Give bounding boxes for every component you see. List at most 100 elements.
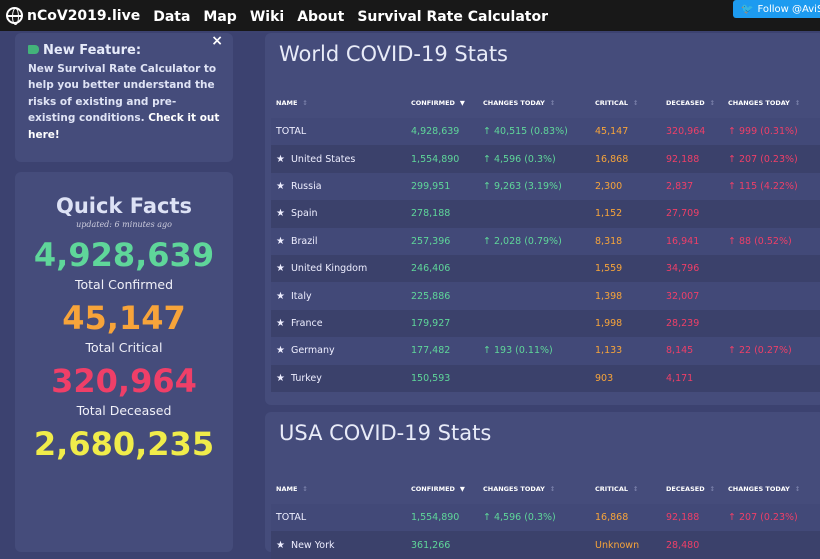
table-row[interactable]: ★ Germany 177,482 ↑ 193 (0.11%) 1,133 8,145 ↑ … [271, 337, 820, 365]
row-name: New York [290, 539, 335, 551]
sort-icon: ↕ [302, 99, 308, 107]
table-row[interactable]: TOTAL 4,928,639 ↑ 40,515 (0.83%) 45,147 320,… [271, 118, 820, 146]
table-row[interactable]: ★ New York 361,266 Unknown 28,480 [271, 531, 820, 559]
globe-icon [6, 7, 23, 25]
usa-stats-card: USA COVID-19 Stats NAME ↕ CONFIRMED ▼ CHANGE… [265, 412, 820, 559]
cell-value: ↑ 207 (0.23%) [728, 153, 798, 165]
notice-title: New Feature: [28, 43, 220, 60]
cell-value: 4,171 [666, 372, 694, 384]
row-name: United States [290, 153, 356, 165]
table-row[interactable]: ★ Russia 299,951 ↑ 9,263 (3.19%) 2,300 2,837 ↑… [271, 172, 820, 201]
star-icon[interactable]: ★ [276, 208, 285, 220]
usa-stats-title: USA COVID-19 Stats [279, 421, 492, 445]
sort-icon: ↕ [633, 485, 639, 493]
column-header[interactable]: CRITICAL ↕ [595, 485, 639, 493]
sort-icon: ↕ [709, 99, 716, 107]
column-header[interactable]: CHANGES TODAY ↕ [483, 485, 556, 493]
cell-value: 45,147 [595, 126, 629, 138]
star-icon[interactable]: ★ [276, 263, 285, 275]
brand-logo[interactable]: nCoV2019.live [6, 7, 140, 25]
close-icon[interactable]: × [211, 33, 223, 49]
cell-value: ↑ 40,515 (0.83%) [483, 126, 568, 138]
star-icon[interactable]: ★ [276, 290, 285, 302]
row-name: Brazil [290, 235, 318, 247]
star-icon[interactable]: ★ [276, 235, 285, 247]
nav-link[interactable]: Wiki [249, 9, 285, 25]
star-icon[interactable]: ★ [276, 180, 285, 192]
column-header[interactable]: CHANGES TODAY ↕ [483, 99, 556, 107]
megaphone-icon [28, 45, 39, 54]
star-icon[interactable]: ★ [276, 372, 285, 384]
column-header[interactable]: NAME ↕ [276, 99, 308, 107]
cell-value: 1,152 [595, 208, 623, 220]
row-name: Russia [290, 180, 322, 192]
column-header[interactable]: NAME ↕ [276, 485, 308, 493]
column-header[interactable]: CHANGES TODAY ↕ [728, 99, 801, 107]
row-name: TOTAL [276, 126, 307, 138]
row-name: Italy [290, 290, 312, 302]
sort-desc-icon: ▼ [459, 99, 465, 107]
cell-value: ↑ 9,263 (3.19%) [483, 180, 562, 192]
sort-icon: ↕ [633, 99, 639, 107]
cell-value: ↑ 4,596 (0.3%) [483, 512, 556, 524]
notice-link[interactable]: Check it out here! [28, 112, 220, 141]
cell-value: 92,188 [666, 512, 700, 524]
table-row[interactable]: ★ Brazil 257,396 ↑ 2,028 (0.79%) 8,318 16,941… [271, 227, 820, 255]
updated-time: updated: 6 minutes ago [76, 220, 172, 229]
star-icon[interactable]: ★ [276, 317, 285, 329]
notice-text: New Survival Rate Calculator to help you… [28, 62, 217, 125]
cell-value: 1,398 [595, 290, 623, 302]
cell-value: 16,941 [666, 235, 700, 247]
star-icon[interactable]: ★ [276, 345, 285, 357]
nav-link[interactable]: Map [203, 9, 237, 25]
column-header[interactable]: CHANGES TODAY ↕ [728, 485, 801, 493]
nav-link[interactable]: About [297, 9, 345, 25]
star-icon[interactable]: ★ [276, 539, 285, 551]
table-row[interactable]: ★ Spain 278,188 1,152 27,709 [271, 200, 820, 228]
new-feature-notice: × New Feature: New Survival Rate Calcula… [15, 33, 233, 162]
row-name: United Kingdom [290, 263, 368, 275]
row-name: Germany [290, 345, 335, 357]
column-header[interactable]: CONFIRMED ▼ [411, 485, 465, 493]
fact-label: Total Confirmed [74, 277, 174, 292]
world-stats-card: World COVID-19 Stats NAME ↕ CONFIRMED ▼ CHAN… [265, 33, 820, 405]
quick-facts-title: Quick Facts [56, 194, 192, 218]
cell-value: ↑ 88 (0.52%) [728, 235, 792, 247]
column-header[interactable]: CRITICAL ↕ [595, 99, 639, 107]
table-row[interactable]: ★ United Kingdom 246,406 1,559 34,796 [271, 254, 820, 283]
table-row[interactable]: ★ Italy 225,886 1,398 32,007 [271, 282, 820, 310]
column-header[interactable]: CONFIRMED ▼ [411, 99, 465, 107]
star-icon[interactable]: ★ [276, 153, 285, 165]
cell-value: 92,188 [666, 153, 700, 165]
twitter-follow-button[interactable]: 🐦Follow @AviSc [733, 0, 820, 18]
sort-icon: ↕ [302, 485, 308, 493]
fact-label: Total Critical [85, 340, 163, 355]
fact-label: Total Deceased [76, 403, 172, 418]
table-row[interactable]: ★ France 179,927 1,998 28,239 [271, 309, 820, 338]
cell-value: 2,837 [666, 180, 694, 192]
row-name: Spain [290, 208, 318, 220]
sort-icon: ↕ [549, 99, 556, 107]
cell-value: 903 [595, 372, 614, 384]
cell-value: 1,554,890 [411, 153, 460, 165]
table-row[interactable]: TOTAL 1,554,890 ↑ 4,596 (0.3%) 16,868 92,188… [271, 504, 820, 532]
column-header[interactable]: DECEASED ↕ [666, 99, 716, 107]
cell-value: ↑ 999 (0.31%) [728, 126, 798, 138]
fact-value: 4,928,639 [33, 236, 215, 274]
table-row[interactable]: ★ United States 1,554,890 ↑ 4,596 (0.3%) 16,… [271, 145, 820, 173]
sort-icon: ↕ [549, 485, 556, 493]
table-row[interactable]: ★ Turkey 150,593 903 4,171 [271, 364, 820, 392]
fact-value: 2,680,235 [33, 425, 215, 463]
world-stats-table: NAME ↕ CONFIRMED ▼ CHANGES TODAY ↕ CRITICAL ↕ DE… [271, 88, 820, 392]
column-header[interactable]: DECEASED ↕ [666, 485, 716, 493]
nav-link[interactable]: Survival Rate Calculator [357, 9, 548, 25]
cell-value: 361,266 [411, 539, 451, 551]
cell-value: 225,886 [411, 290, 451, 302]
row-name: France [290, 317, 323, 329]
cell-value: 1,559 [595, 263, 623, 275]
cell-value: 257,396 [411, 235, 451, 247]
nav-link[interactable]: Data [153, 9, 191, 25]
cell-value: 1,998 [595, 317, 623, 329]
cell-value: 16,868 [595, 153, 629, 165]
cell-value: 16,868 [595, 512, 629, 524]
